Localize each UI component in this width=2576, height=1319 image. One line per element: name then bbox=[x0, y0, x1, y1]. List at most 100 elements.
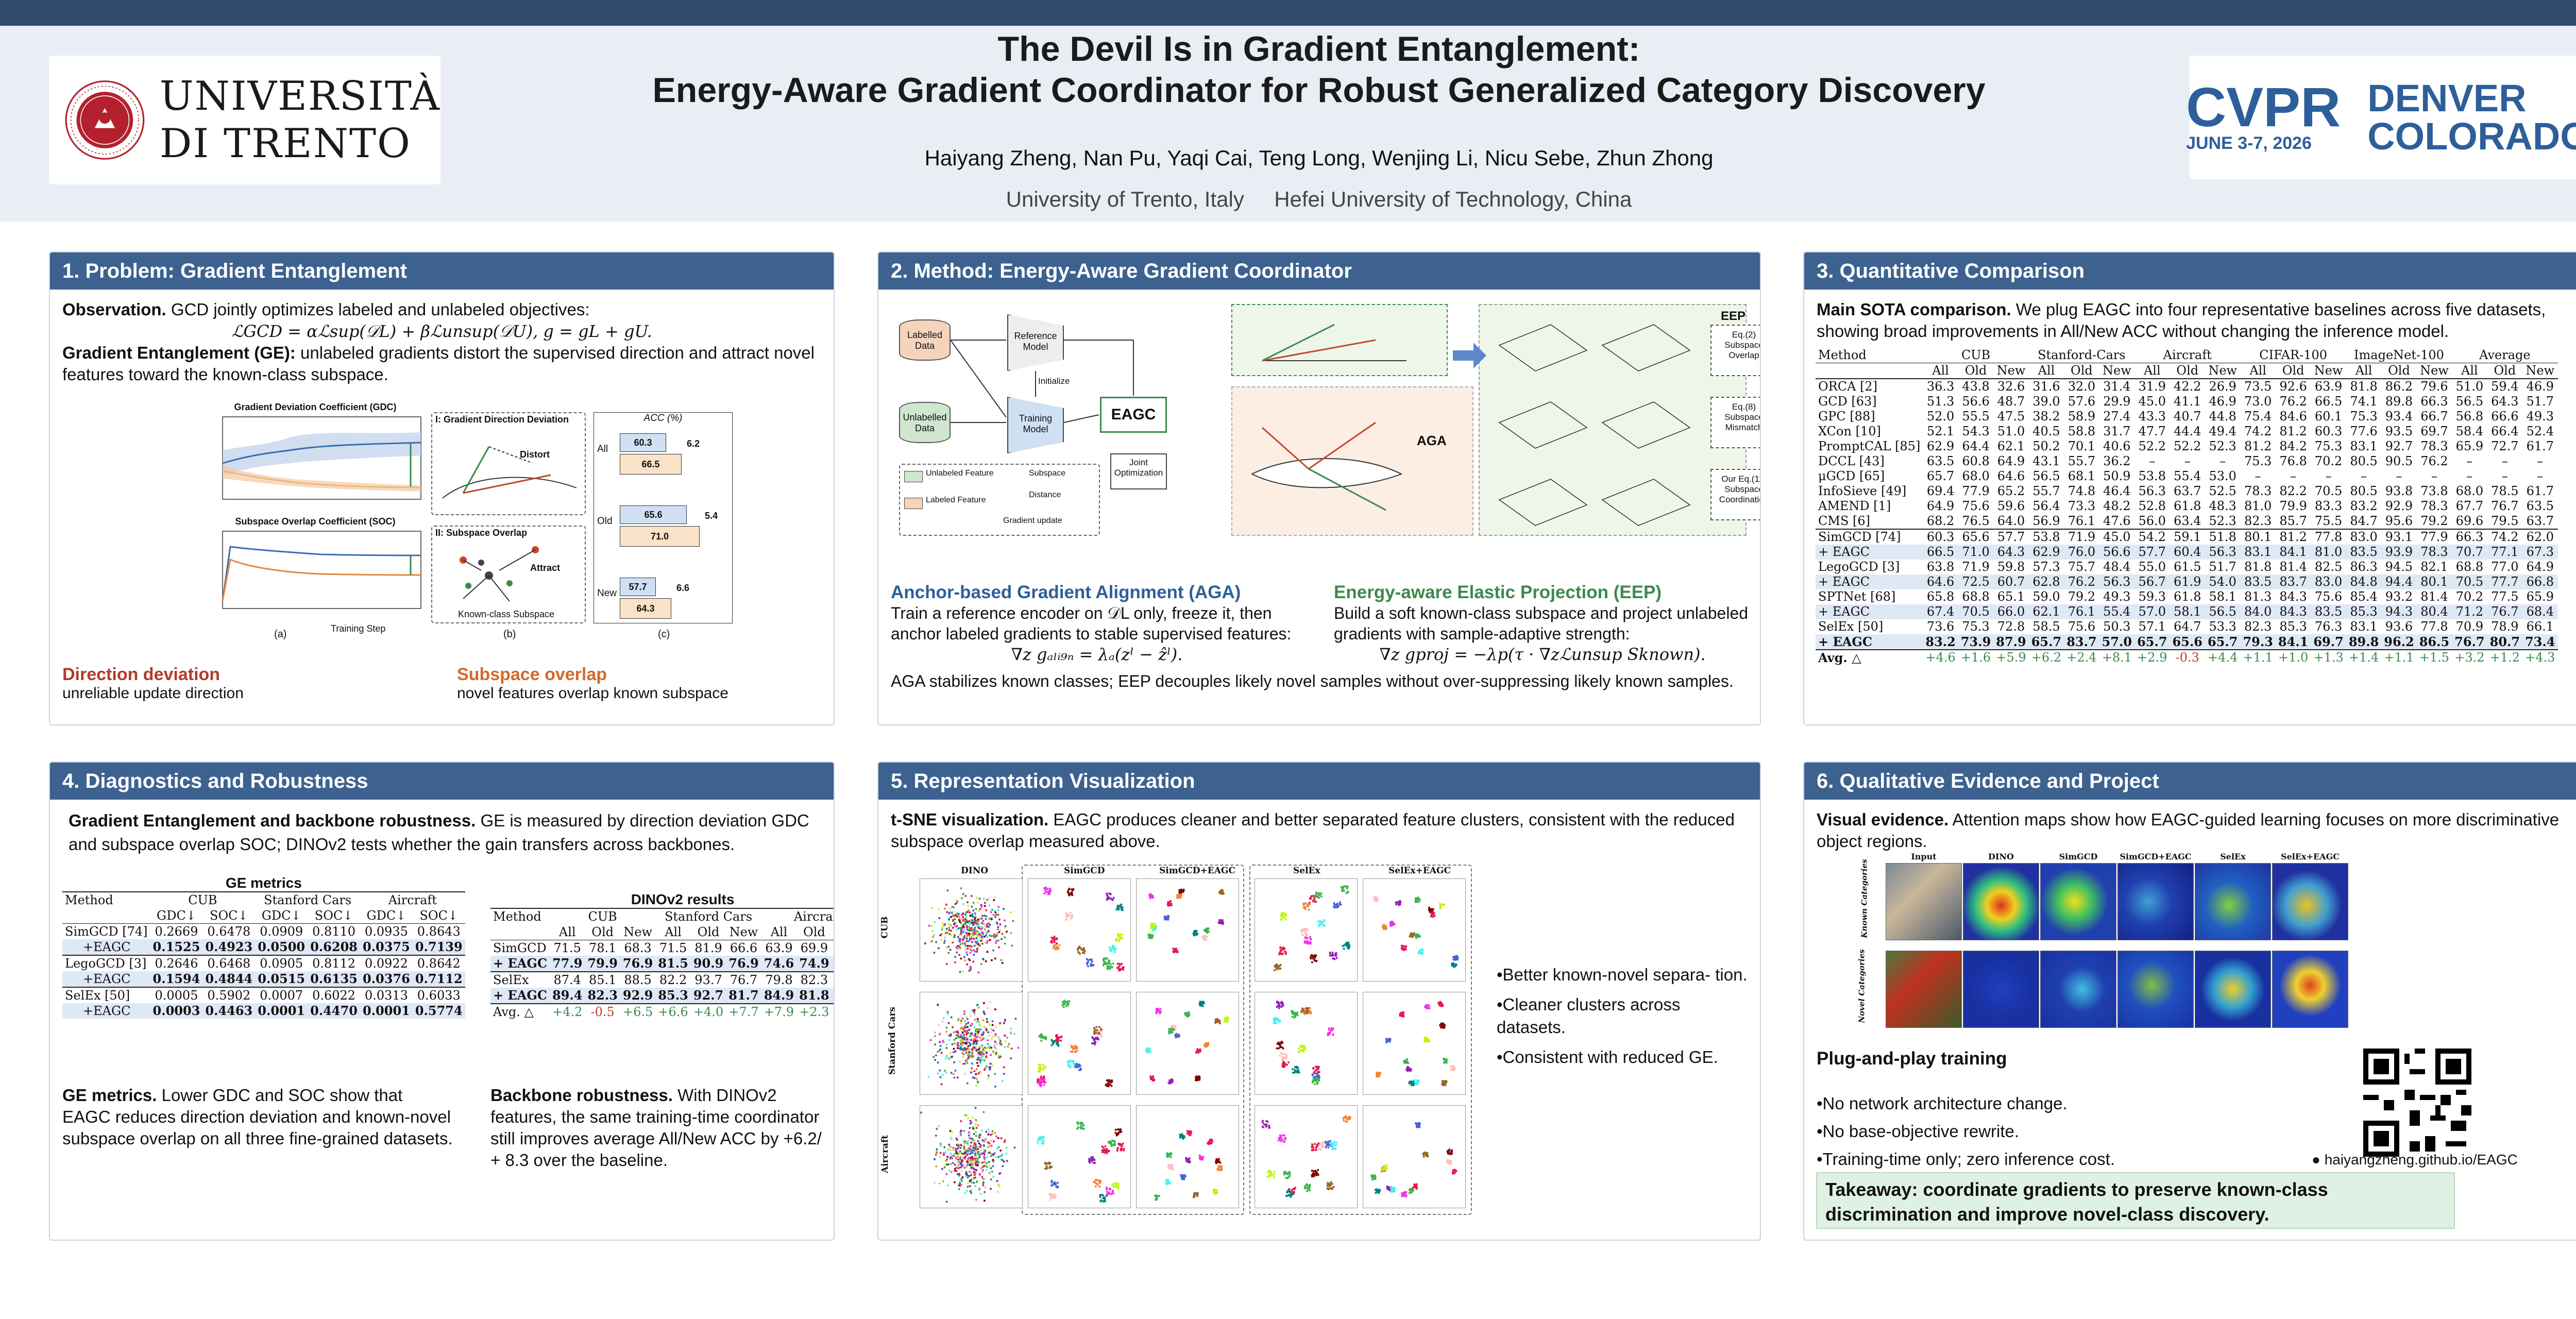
tsne-point bbox=[962, 1062, 964, 1065]
table-cell: 59.4 bbox=[2487, 378, 2523, 394]
tsne-point bbox=[1218, 919, 1221, 921]
table-cell: -0.5 bbox=[585, 1003, 620, 1020]
tsne-point bbox=[957, 1031, 959, 1034]
tsne-point bbox=[1309, 936, 1312, 938]
tsne-point bbox=[961, 1152, 963, 1155]
tsne-point bbox=[1343, 1119, 1345, 1122]
table-header-split: New bbox=[620, 924, 656, 940]
tsne-point bbox=[1343, 944, 1346, 946]
tsne-point bbox=[1333, 958, 1336, 960]
tsne-point bbox=[964, 921, 967, 923]
table-cell: 64.9 bbox=[1997, 454, 2025, 468]
tsne-point bbox=[978, 1188, 981, 1191]
table-row: SelEx87.485.188.582.293.776.779.882.378.… bbox=[490, 971, 834, 988]
tsne-point bbox=[1375, 1075, 1378, 1078]
tsne-point bbox=[993, 1152, 996, 1155]
tsne-column-label: SelEx bbox=[1293, 866, 1320, 876]
tsne-point bbox=[1188, 1134, 1191, 1137]
tsne-point bbox=[982, 1111, 985, 1113]
tsne-point bbox=[1384, 926, 1386, 929]
tsne-point bbox=[974, 1172, 977, 1174]
tsne-point bbox=[976, 922, 978, 925]
tsne-point bbox=[1332, 1186, 1335, 1188]
tsne-point bbox=[1057, 948, 1059, 950]
tsne-point bbox=[997, 939, 999, 942]
tsne-point bbox=[954, 918, 956, 920]
tsne-point bbox=[1091, 1042, 1093, 1045]
tsne-point bbox=[996, 1180, 998, 1182]
table-cell: 84.7 bbox=[2350, 514, 2378, 528]
table-cell: 82.3 bbox=[2244, 619, 2272, 634]
tsne-point bbox=[979, 934, 982, 937]
tsne-point bbox=[1119, 969, 1122, 972]
tsne-point bbox=[1401, 1013, 1404, 1016]
tsne-point bbox=[1283, 912, 1286, 915]
tsne-point bbox=[984, 1050, 986, 1052]
table-cell: 76.2 bbox=[2064, 574, 2099, 589]
tsne-point bbox=[940, 1052, 943, 1054]
table-cell: 90.5 bbox=[2385, 454, 2413, 468]
tsne-point bbox=[954, 914, 957, 916]
tsne-point bbox=[970, 1181, 973, 1183]
table-cell: 0.6208 bbox=[308, 939, 360, 955]
tsne-point bbox=[1440, 1023, 1443, 1025]
table-cell: 57.6 bbox=[2067, 394, 2096, 409]
tsne-point bbox=[1003, 1141, 1006, 1143]
table-row: + EAGC 67.4 70.5 66.0 62.1 76.1 55.4 57.0 58.1 56… bbox=[1816, 604, 2558, 619]
tsne-point bbox=[1451, 965, 1454, 967]
table-cell: 68.4 bbox=[2522, 604, 2558, 619]
tsne-point bbox=[1071, 894, 1074, 897]
tsne-point bbox=[983, 1199, 986, 1202]
tsne-point bbox=[1417, 897, 1419, 899]
tsne-point bbox=[960, 1170, 963, 1172]
tsne-point bbox=[1037, 1063, 1040, 1066]
tsne-point bbox=[1095, 1178, 1097, 1181]
tsne-point bbox=[1053, 941, 1056, 943]
tsne-point bbox=[978, 1152, 981, 1155]
tsne-point bbox=[1196, 1192, 1199, 1194]
tsne-point bbox=[1314, 959, 1316, 962]
tsne-point bbox=[985, 1169, 988, 1171]
tsne-point bbox=[1383, 928, 1385, 931]
table-cell: 60.9 bbox=[832, 940, 834, 956]
table-cell: 31.4 bbox=[2099, 378, 2135, 394]
university-logo: UNIVERSITÀ DI TRENTO bbox=[49, 56, 440, 184]
tsne-point bbox=[959, 1047, 961, 1050]
tsne-point bbox=[1403, 1194, 1406, 1197]
table-cell: 69.6 bbox=[2455, 514, 2484, 528]
tsne-point bbox=[975, 1021, 978, 1023]
table-cell: 82.3 bbox=[796, 971, 832, 988]
table-cell: 45.0 bbox=[2099, 529, 2135, 545]
tsne-point bbox=[1303, 1185, 1306, 1188]
tsne-point bbox=[1205, 1045, 1207, 1048]
tsne-point bbox=[986, 1165, 988, 1168]
table-cell: 0.0500 bbox=[255, 939, 308, 955]
tsne-point bbox=[1401, 1195, 1403, 1197]
attract-label: Attract bbox=[530, 563, 561, 573]
tsne-point bbox=[971, 1049, 974, 1052]
tsne-point bbox=[1348, 1118, 1350, 1120]
table-cell: 70.5 bbox=[2314, 484, 2343, 498]
tsne-point bbox=[1117, 1182, 1120, 1185]
tsne-point bbox=[1060, 1039, 1062, 1042]
title-line2: Energy-Aware Gradient Coordinator for Ro… bbox=[652, 71, 1986, 110]
tsne-point bbox=[973, 1026, 976, 1028]
tsne-point bbox=[956, 1153, 959, 1155]
table-cell: – bbox=[2184, 454, 2191, 468]
tsne-point bbox=[1153, 928, 1155, 931]
row-method: + EAGC bbox=[490, 988, 550, 1004]
tsne-point bbox=[980, 1129, 983, 1132]
tsne-point bbox=[1150, 935, 1153, 938]
tsne-point bbox=[967, 904, 970, 907]
tsne-point bbox=[973, 1077, 976, 1079]
table-row: InfoSieve [49] 69.4 77.9 65.2 55.7 74.8 46.4 56… bbox=[1816, 484, 2558, 499]
table-cell: 44.8 bbox=[2209, 409, 2236, 424]
tsne-point bbox=[1315, 893, 1318, 896]
tsne-point bbox=[1315, 1145, 1318, 1147]
tsne-point bbox=[956, 1076, 959, 1079]
tsne-point bbox=[972, 902, 975, 904]
sota-label: Main SOTA comparison. bbox=[1817, 300, 2011, 319]
tsne-point bbox=[1040, 1039, 1043, 1042]
tsne-point bbox=[981, 1034, 984, 1036]
tsne-point bbox=[1169, 901, 1172, 903]
